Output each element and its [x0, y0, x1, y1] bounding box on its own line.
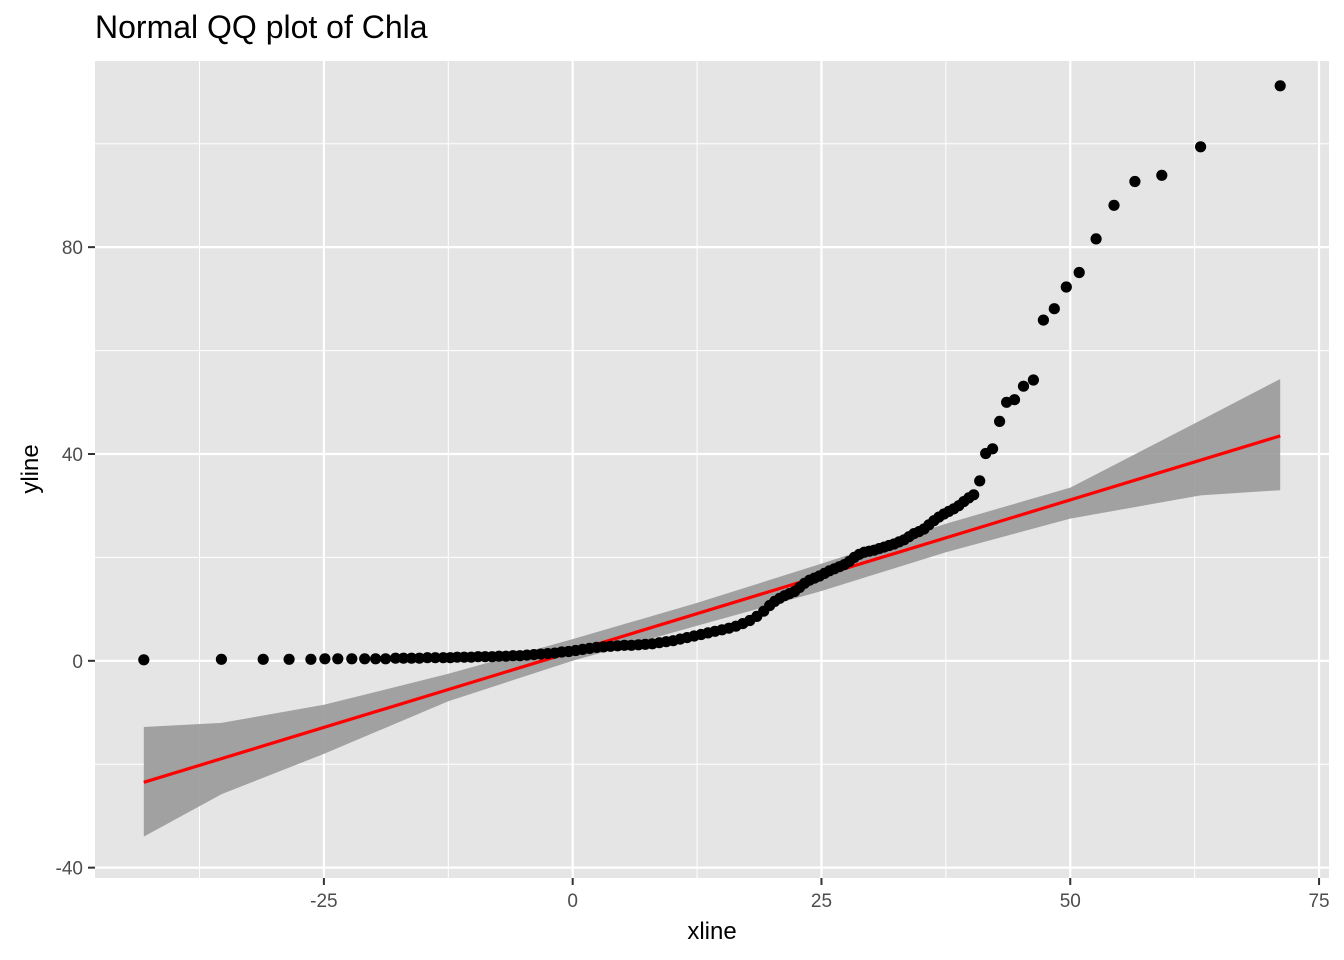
chart-title: Normal QQ plot of Chla	[95, 9, 428, 45]
data-point	[359, 653, 371, 665]
data-point	[1090, 233, 1102, 245]
data-points-layer	[138, 80, 1286, 666]
data-point	[332, 653, 344, 665]
fit-line	[143, 434, 1281, 784]
y-axis-title: yline	[17, 444, 44, 493]
data-point	[283, 653, 295, 665]
x-tick-label: 0	[567, 891, 578, 912]
data-point	[1027, 374, 1039, 386]
data-point	[1195, 141, 1207, 153]
y-tick-label: 80	[62, 238, 83, 259]
data-point	[987, 443, 999, 455]
data-point	[1129, 175, 1141, 188]
data-point	[319, 653, 331, 665]
data-point	[257, 653, 269, 665]
data-point	[413, 652, 425, 664]
x-tick-label: -25	[310, 891, 337, 912]
data-point	[1060, 281, 1072, 293]
data-point	[1048, 303, 1060, 315]
data-point	[397, 652, 410, 664]
fit-line-layer	[143, 434, 1281, 784]
data-point	[968, 489, 980, 501]
x-axis-title: xline	[687, 918, 736, 945]
data-point	[1008, 394, 1021, 406]
data-point	[215, 653, 227, 665]
y-tick-label: 40	[62, 445, 83, 466]
data-point	[974, 475, 986, 487]
data-point	[429, 652, 441, 664]
x-tick-label: 50	[1060, 891, 1081, 912]
data-point	[994, 415, 1006, 427]
x-tick-label: 25	[811, 891, 832, 912]
data-point	[1073, 266, 1085, 279]
data-point	[1156, 169, 1168, 181]
data-point	[1037, 314, 1049, 326]
data-point	[1274, 80, 1286, 92]
x-axis: -25 0 25 50 75	[310, 878, 1330, 912]
data-point	[346, 653, 358, 665]
x-tick-label: 75	[1308, 891, 1329, 912]
y-tick-label: 0	[72, 652, 83, 673]
data-point	[138, 654, 150, 666]
data-point	[1108, 199, 1120, 211]
data-point	[405, 652, 418, 664]
data-point	[389, 652, 402, 664]
data-point	[1017, 380, 1030, 392]
data-point	[421, 652, 433, 664]
data-point	[305, 653, 317, 665]
data-point	[370, 653, 382, 665]
data-point	[380, 653, 392, 665]
y-axis: -40 0 40 80	[56, 238, 95, 880]
y-tick-label: -40	[56, 859, 83, 880]
minor-gridlines	[95, 61, 1329, 878]
